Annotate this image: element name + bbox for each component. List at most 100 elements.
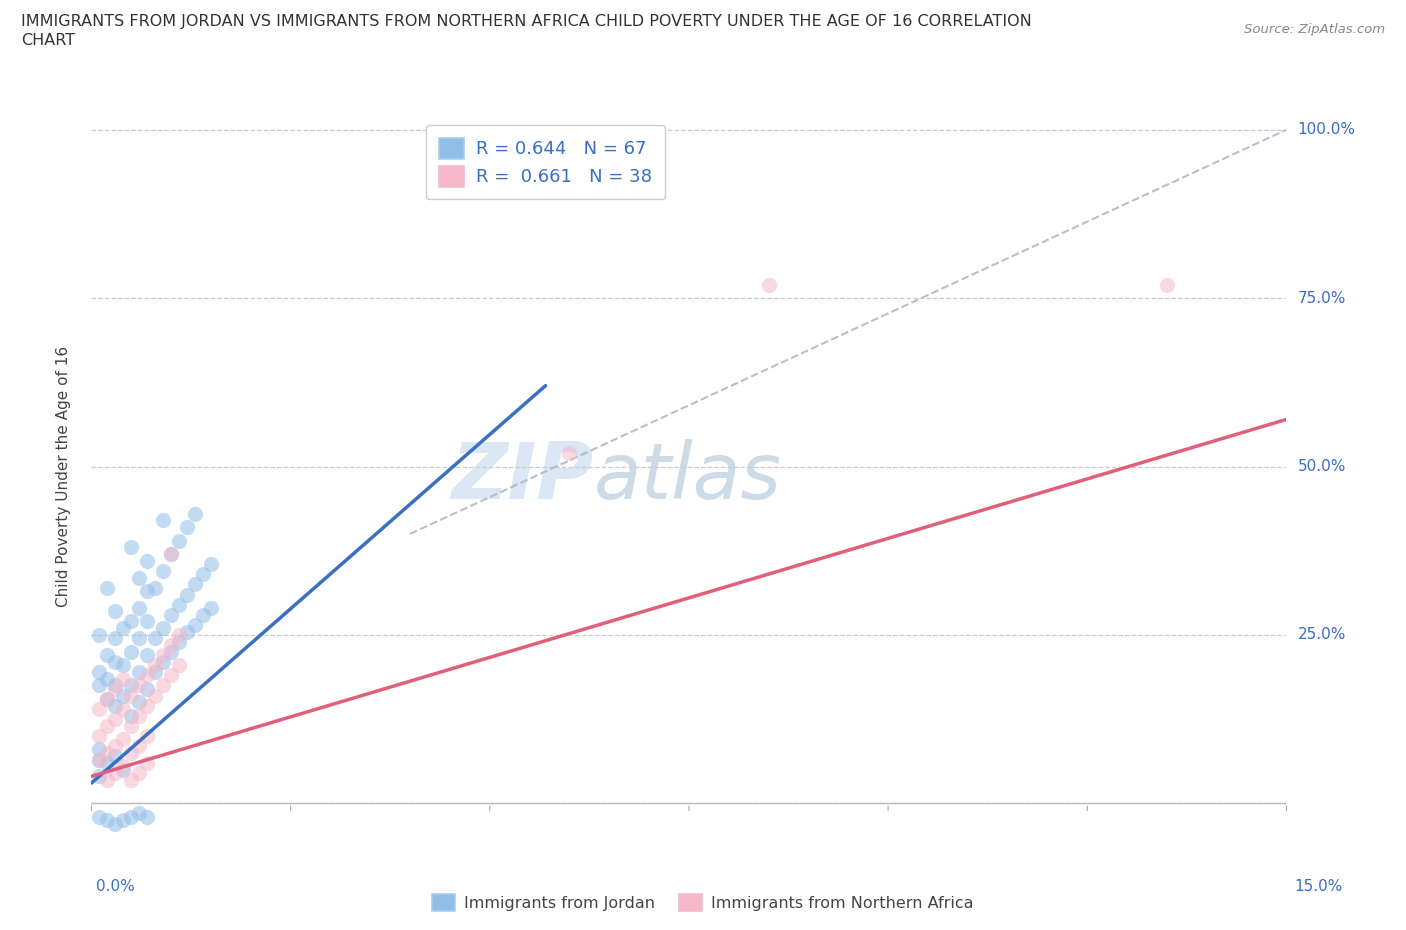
- Text: 15.0%: 15.0%: [1295, 879, 1343, 894]
- Point: [120, 688, 142, 703]
- Point: [176, 587, 198, 602]
- Point: [128, 738, 150, 753]
- Point: [120, 540, 142, 555]
- Point: [120, 745, 142, 760]
- Text: 0.0%: 0.0%: [96, 879, 135, 894]
- Point: [200, 601, 222, 616]
- Point: [120, 772, 142, 787]
- Point: [176, 624, 198, 639]
- Point: [160, 638, 183, 653]
- Point: [104, 682, 127, 697]
- Point: [120, 614, 142, 629]
- Text: CHART: CHART: [21, 33, 75, 47]
- Point: [96, 692, 118, 707]
- Point: [1156, 277, 1178, 292]
- Text: atlas: atlas: [593, 439, 782, 514]
- Point: [104, 711, 127, 726]
- Point: [96, 718, 118, 733]
- Point: [128, 570, 150, 585]
- Text: ZIP: ZIP: [451, 439, 593, 514]
- Point: [104, 738, 127, 753]
- Point: [104, 698, 127, 713]
- Point: [191, 567, 214, 582]
- Point: [136, 698, 159, 713]
- Point: [143, 688, 166, 703]
- Point: [152, 678, 174, 693]
- Point: [89, 752, 111, 767]
- Point: [136, 584, 159, 599]
- Point: [89, 665, 111, 680]
- Point: [152, 620, 174, 635]
- Point: [558, 445, 581, 460]
- Point: [136, 647, 159, 662]
- Legend: R = 0.644   N = 67, R =  0.661   N = 38: R = 0.644 N = 67, R = 0.661 N = 38: [426, 126, 665, 200]
- Point: [104, 749, 127, 764]
- Point: [120, 644, 142, 659]
- Point: [136, 682, 159, 697]
- Point: [152, 564, 174, 578]
- Point: [112, 732, 135, 747]
- Point: [89, 769, 111, 784]
- Point: [184, 618, 207, 632]
- Point: [143, 631, 166, 645]
- Point: [160, 547, 183, 562]
- Point: [128, 678, 150, 693]
- Point: [96, 772, 118, 787]
- Point: [104, 817, 127, 831]
- Point: [104, 631, 127, 645]
- Point: [136, 614, 159, 629]
- Point: [120, 709, 142, 724]
- Point: [167, 597, 190, 612]
- Point: [160, 644, 183, 659]
- Point: [112, 763, 135, 777]
- Point: [104, 655, 127, 670]
- Point: [167, 658, 190, 672]
- Point: [96, 692, 118, 707]
- Point: [104, 604, 127, 618]
- Point: [120, 678, 142, 693]
- Point: [89, 809, 111, 824]
- Point: [136, 809, 159, 824]
- Point: [184, 506, 207, 521]
- Point: [112, 620, 135, 635]
- Point: [136, 668, 159, 683]
- Point: [136, 728, 159, 743]
- Point: [112, 759, 135, 774]
- Point: [152, 655, 174, 670]
- Point: [128, 709, 150, 724]
- Point: [128, 601, 150, 616]
- Point: [120, 718, 142, 733]
- Point: [89, 701, 111, 716]
- Point: [104, 765, 127, 780]
- Point: [128, 765, 150, 780]
- Text: 75.0%: 75.0%: [1298, 290, 1346, 306]
- Point: [136, 755, 159, 770]
- Text: Source: ZipAtlas.com: Source: ZipAtlas.com: [1244, 23, 1385, 36]
- Point: [160, 607, 183, 622]
- Point: [160, 668, 183, 683]
- Point: [89, 728, 111, 743]
- Y-axis label: Child Poverty Under the Age of 16: Child Poverty Under the Age of 16: [56, 346, 70, 607]
- Point: [184, 577, 207, 591]
- Point: [176, 520, 198, 535]
- Point: [89, 628, 111, 643]
- Point: [96, 671, 118, 686]
- Point: [128, 631, 150, 645]
- Text: 25.0%: 25.0%: [1298, 628, 1346, 643]
- Point: [96, 647, 118, 662]
- Text: 50.0%: 50.0%: [1298, 459, 1346, 474]
- Point: [167, 533, 190, 548]
- Point: [112, 671, 135, 686]
- Point: [112, 688, 135, 703]
- Point: [112, 701, 135, 716]
- Point: [167, 634, 190, 649]
- Point: [143, 580, 166, 595]
- Point: [128, 806, 150, 821]
- Point: [200, 557, 222, 572]
- Point: [89, 678, 111, 693]
- Point: [96, 755, 118, 770]
- Point: [143, 658, 166, 672]
- Point: [167, 628, 190, 643]
- Point: [120, 809, 142, 824]
- Point: [143, 665, 166, 680]
